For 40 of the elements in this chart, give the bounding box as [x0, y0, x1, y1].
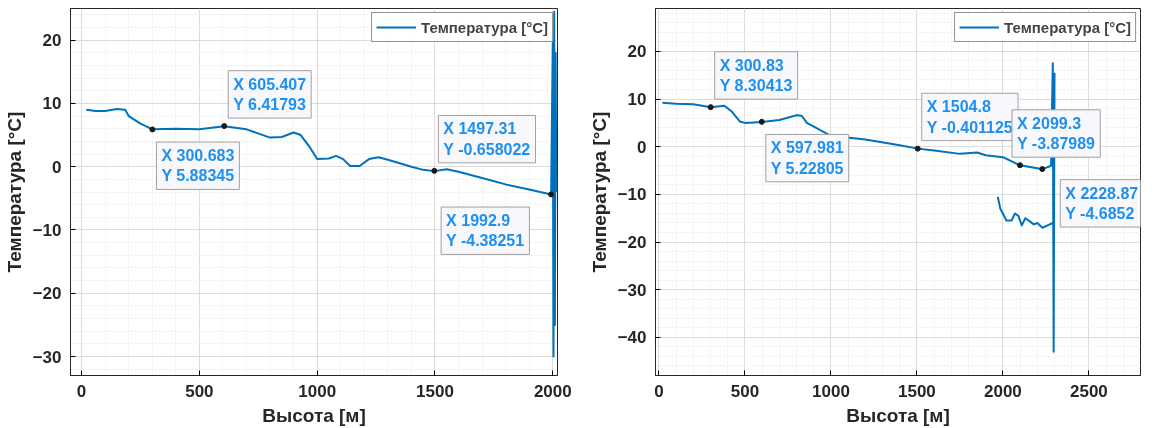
x-axis-title: Высота [м] — [262, 404, 366, 426]
x-tick-label: 2000 — [984, 381, 1022, 401]
annotation: X 1497.31 Y -0.658022 — [443, 120, 531, 158]
legend-label: Температура [°C] — [1004, 18, 1131, 36]
y-tick-label: 20 — [627, 42, 647, 62]
y-axis-title: Температура [°C] — [588, 111, 610, 273]
annotation: X 1504.8 Y -0.401125 — [926, 98, 1013, 136]
y-tick-label: −20 — [32, 284, 62, 304]
y-tick-label: 0 — [637, 137, 647, 157]
x-tick-label: 500 — [185, 381, 214, 401]
x-tick-label: 1500 — [898, 381, 936, 401]
y-tick-label: −40 — [617, 328, 647, 348]
y-tick-label: 10 — [627, 90, 647, 110]
x-tick-label: 500 — [730, 381, 760, 401]
annotation: X 605.407 Y 6.41793 — [233, 75, 307, 114]
y-tick-label: −30 — [32, 347, 62, 367]
y-tick-label: 0 — [52, 157, 62, 177]
y-tick-label: −10 — [32, 220, 62, 240]
legend-label: Температура [°C] — [421, 18, 548, 36]
y-tick-label: −10 — [617, 185, 647, 205]
line-series — [85, 10, 558, 358]
annotation: X 2228.87 Y -4.6852 — [1065, 184, 1139, 223]
y-tick-label: 20 — [42, 31, 62, 51]
x-tick-label: 2000 — [533, 381, 572, 401]
x-tick-label: 1000 — [298, 381, 337, 401]
annotation: X 2099.3 Y -3.87989 — [1016, 114, 1096, 153]
annotation: X 597.981 Y 5.22805 — [770, 139, 844, 177]
y-tick-label: −30 — [617, 280, 647, 300]
annotation: X 300.83 Y 8.30413 — [719, 56, 793, 95]
y-tick-label: 10 — [42, 94, 62, 114]
x-tick-label: 0 — [654, 381, 664, 401]
x-tick-label: 1500 — [416, 381, 454, 401]
x-tick-label: 2500 — [1070, 381, 1108, 401]
x-tick-label: 1000 — [812, 381, 850, 401]
y-tick-label: −20 — [617, 233, 647, 253]
x-axis-title: Высота [м] — [846, 404, 950, 426]
x-tick-label: 0 — [76, 381, 87, 401]
annotation: X 300.683 Y 5.88345 — [161, 147, 235, 185]
y-axis-title: Температура [°C] — [3, 111, 25, 273]
annotation: X 1992.9 Y -4.38251 — [446, 212, 525, 250]
